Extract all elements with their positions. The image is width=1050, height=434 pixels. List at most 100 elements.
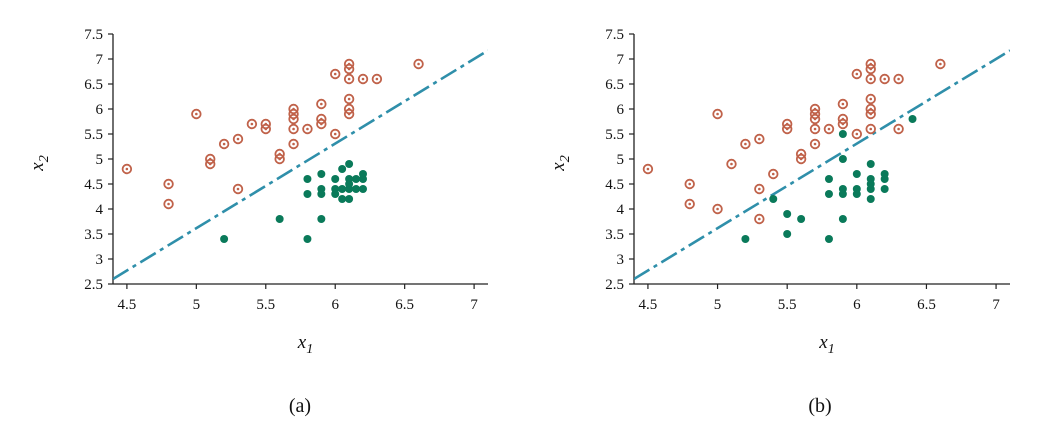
class-a-point: [684, 178, 695, 190]
class-a-point: [865, 63, 876, 75]
class-a-point: [809, 123, 821, 135]
y-tick-label: 5.5: [605, 127, 624, 143]
class-b-point: [317, 190, 326, 198]
class-b-point: [359, 175, 367, 183]
decision-boundary-line: [113, 49, 488, 281]
class-a-point: [205, 158, 216, 170]
class-a-point: [837, 98, 849, 110]
x-tick-label: 5: [193, 297, 201, 313]
class-a-point: [413, 58, 424, 70]
class-a-point: [851, 128, 863, 140]
class-a-point: [893, 73, 904, 85]
class-a-point: [754, 213, 765, 225]
class-a-point: [343, 93, 355, 105]
class-a-point: [274, 153, 285, 165]
y-tick-label: 5: [617, 152, 625, 168]
class-b-point: [338, 195, 347, 203]
class-b-point: [838, 130, 847, 138]
class-b-point: [797, 215, 806, 223]
class-b-point: [824, 175, 833, 183]
y-tick-label: 2.5: [84, 277, 103, 293]
panel-caption: (b): [808, 395, 831, 417]
y-tick-label: 3.5: [605, 227, 624, 243]
class-b-point: [866, 160, 875, 168]
class-b-point: [866, 195, 875, 203]
y-tick-label: 6: [617, 102, 625, 118]
class-b-point: [345, 195, 354, 203]
x-tick-label: 5.5: [778, 297, 797, 313]
class-a-point: [837, 118, 849, 130]
y-tick-label: 3: [96, 252, 104, 268]
class-b-point: [783, 230, 792, 238]
class-a-point: [865, 93, 876, 105]
y-tick-label: 3: [617, 252, 625, 268]
class-a-point: [288, 113, 299, 125]
class-a-point: [246, 118, 258, 130]
y-tick-label: 5: [96, 152, 104, 168]
class-a-point: [121, 163, 133, 175]
class-a-point: [330, 128, 341, 140]
class-b-point: [317, 215, 326, 223]
y-tick-label: 6.5: [84, 77, 103, 93]
class-a-point: [330, 68, 341, 80]
x-tick-label: 6.5: [395, 297, 414, 313]
class-a-point: [726, 158, 737, 170]
y-axis-label: x2: [27, 155, 52, 171]
class-a-point: [316, 118, 327, 130]
class-a-point: [754, 183, 765, 195]
class-a-point: [865, 108, 876, 120]
x-tick-label: 6: [331, 297, 339, 313]
class-a-point: [371, 73, 383, 85]
class-b-point: [338, 165, 347, 173]
class-b-point: [352, 175, 361, 183]
class-b-point: [908, 115, 917, 123]
y-tick-label: 5.5: [84, 127, 103, 143]
class-a-point: [343, 73, 355, 85]
class-a-point: [302, 123, 313, 135]
class-a-point: [740, 138, 751, 150]
class-a-point: [642, 163, 654, 175]
class-b-point: [838, 215, 847, 223]
class-b-point: [359, 185, 367, 193]
class-a-point: [288, 123, 299, 135]
class-b-point: [345, 185, 354, 193]
class-b-point: [866, 185, 875, 193]
class-b-point: [741, 235, 750, 243]
decision-boundary-line: [634, 49, 1010, 281]
x-tick-label: 5: [714, 297, 722, 313]
class-a-point: [809, 113, 821, 125]
y-tick-label: 7.5: [605, 27, 624, 43]
x-tick-label: 5.5: [256, 297, 275, 313]
class-b-point: [303, 175, 312, 183]
class-b-point: [303, 235, 312, 243]
class-a-point: [218, 138, 230, 150]
class-b-point: [331, 190, 340, 198]
class-a-point: [754, 133, 765, 145]
class-a-point: [879, 73, 890, 85]
class-a-point: [893, 123, 904, 135]
class-a-point: [232, 183, 244, 195]
y-tick-label: 6.5: [605, 77, 624, 93]
class-b-point: [275, 215, 284, 223]
class-a-point: [316, 98, 327, 110]
class-a-point: [163, 198, 174, 210]
y-axis-label: x2: [548, 155, 573, 171]
x-tick-label: 4.5: [639, 297, 658, 313]
class-a-point: [343, 63, 355, 75]
class-a-point: [357, 73, 369, 85]
panel-caption: (a): [289, 395, 311, 417]
class-b-point: [838, 190, 847, 198]
y-tick-label: 4.5: [605, 177, 624, 193]
class-b-point: [769, 195, 778, 203]
class-a-point: [684, 198, 695, 210]
class-b-point: [220, 235, 229, 243]
class-b-point: [824, 190, 833, 198]
class-a-point: [865, 73, 876, 85]
y-tick-label: 7: [96, 52, 104, 68]
class-b-point: [852, 170, 861, 178]
class-b-point: [852, 190, 861, 198]
class-b-point: [880, 175, 889, 183]
y-tick-label: 6: [96, 102, 104, 118]
class-a-point: [712, 108, 723, 120]
